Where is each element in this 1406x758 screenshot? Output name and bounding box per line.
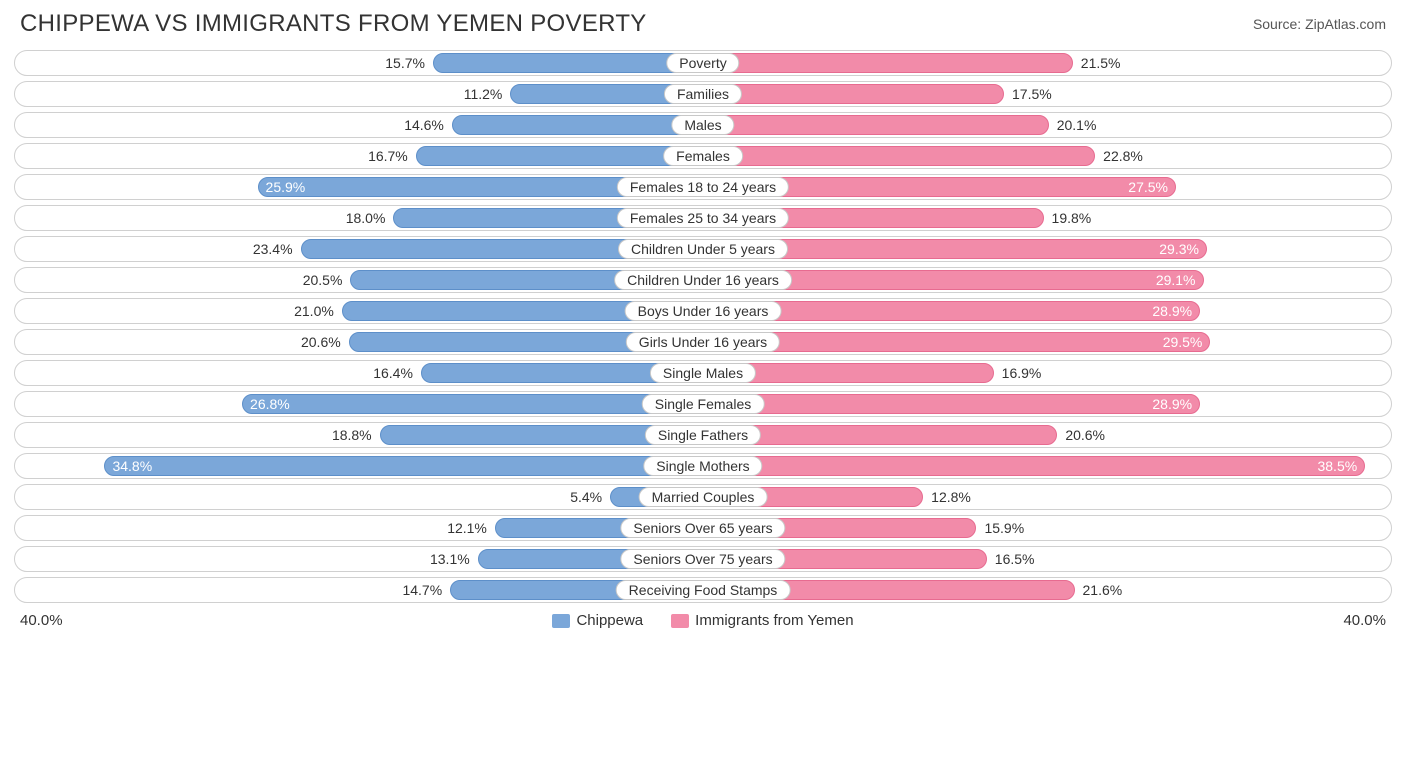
value-right: 16.5% (995, 547, 1035, 571)
value-left: 21.0% (294, 299, 334, 323)
value-right: 17.5% (1012, 82, 1052, 106)
chart-row: 21.0% 28.9% Boys Under 16 years (14, 298, 1392, 324)
bar-left (433, 53, 703, 73)
chart-row: 26.8% 28.9% Single Females (14, 391, 1392, 417)
chart-row: 13.1% 16.5% Seniors Over 75 years (14, 546, 1392, 572)
category-label: Poverty (666, 53, 739, 73)
category-label: Females (663, 146, 743, 166)
category-label: Seniors Over 65 years (620, 518, 785, 538)
value-left: 14.6% (404, 113, 444, 137)
axis-max-right: 40.0% (1343, 612, 1386, 629)
value-right: 29.1% (1156, 268, 1196, 292)
category-label: Children Under 5 years (618, 239, 788, 259)
value-right: 29.3% (1159, 237, 1199, 261)
value-left: 20.6% (301, 330, 341, 354)
category-label: Single Males (650, 363, 756, 383)
bar-right (703, 394, 1200, 414)
value-left: 16.7% (368, 144, 408, 168)
value-left: 18.8% (332, 423, 372, 447)
chart-row: 5.4% 12.8% Married Couples (14, 484, 1392, 510)
legend-item-left: Chippewa (552, 612, 643, 629)
chart-row: 16.4% 16.9% Single Males (14, 360, 1392, 386)
value-right: 27.5% (1128, 175, 1168, 199)
chart-row: 15.7% 21.5% Poverty (14, 50, 1392, 76)
category-label: Girls Under 16 years (626, 332, 780, 352)
value-left: 23.4% (253, 237, 293, 261)
category-label: Boys Under 16 years (625, 301, 782, 321)
value-left: 25.9% (266, 175, 306, 199)
bar-left (242, 394, 703, 414)
chart-row: 20.6% 29.5% Girls Under 16 years (14, 329, 1392, 355)
value-right: 20.6% (1065, 423, 1105, 447)
category-label: Seniors Over 75 years (620, 549, 785, 569)
category-label: Receiving Food Stamps (616, 580, 791, 600)
chart-row: 14.7% 21.6% Receiving Food Stamps (14, 577, 1392, 603)
value-right: 21.5% (1081, 51, 1121, 75)
bar-left (416, 146, 703, 166)
value-left: 20.5% (303, 268, 343, 292)
value-right: 38.5% (1317, 454, 1357, 478)
value-left: 16.4% (373, 361, 413, 385)
bar-right (703, 146, 1095, 166)
value-right: 16.9% (1002, 361, 1042, 385)
value-left: 26.8% (250, 392, 290, 416)
value-left: 5.4% (570, 485, 602, 509)
legend-label-right: Immigrants from Yemen (695, 612, 853, 629)
value-left: 34.8% (112, 454, 152, 478)
legend: Chippewa Immigrants from Yemen (552, 612, 853, 629)
value-left: 12.1% (447, 516, 487, 540)
value-left: 11.2% (464, 82, 503, 106)
chart-row: 14.6% 20.1% Males (14, 112, 1392, 138)
bar-right (703, 456, 1365, 476)
value-right: 21.6% (1083, 578, 1123, 602)
value-right: 28.9% (1152, 392, 1192, 416)
category-label: Males (671, 115, 734, 135)
bar-left (452, 115, 703, 135)
axis-max-left: 40.0% (20, 612, 63, 629)
chart-row: 18.8% 20.6% Single Fathers (14, 422, 1392, 448)
chart-row: 16.7% 22.8% Females (14, 143, 1392, 169)
category-label: Single Mothers (643, 456, 762, 476)
chart-row: 20.5% 29.1% Children Under 16 years (14, 267, 1392, 293)
category-label: Families (664, 84, 742, 104)
chart-row: 12.1% 15.9% Seniors Over 65 years (14, 515, 1392, 541)
value-right: 29.5% (1163, 330, 1203, 354)
value-left: 13.1% (430, 547, 470, 571)
legend-item-right: Immigrants from Yemen (671, 612, 853, 629)
value-right: 20.1% (1057, 113, 1097, 137)
value-right: 19.8% (1052, 206, 1092, 230)
value-right: 22.8% (1103, 144, 1143, 168)
bar-right (703, 53, 1073, 73)
value-left: 14.7% (402, 578, 442, 602)
diverging-bar-chart: 15.7% 21.5% Poverty 11.2% 17.5% Families 14.6%… (14, 50, 1392, 603)
category-label: Single Females (642, 394, 765, 414)
chart-row: 18.0% 19.8% Females 25 to 34 years (14, 205, 1392, 231)
chart-row: 34.8% 38.5% Single Mothers (14, 453, 1392, 479)
category-label: Females 25 to 34 years (617, 208, 789, 228)
category-label: Females 18 to 24 years (617, 177, 789, 197)
category-label: Married Couples (639, 487, 768, 507)
legend-swatch-right (671, 614, 689, 628)
value-right: 15.9% (984, 516, 1024, 540)
category-label: Children Under 16 years (614, 270, 792, 290)
legend-swatch-left (552, 614, 570, 628)
category-label: Single Fathers (645, 425, 761, 445)
source-label: Source: ZipAtlas.com (1253, 16, 1386, 32)
chart-row: 23.4% 29.3% Children Under 5 years (14, 236, 1392, 262)
bar-right (703, 115, 1049, 135)
chart-title: CHIPPEWA VS IMMIGRANTS FROM YEMEN POVERT… (20, 10, 647, 38)
value-right: 28.9% (1152, 299, 1192, 323)
value-left: 18.0% (346, 206, 386, 230)
value-left: 15.7% (385, 51, 425, 75)
bar-left (104, 456, 703, 476)
value-right: 12.8% (931, 485, 971, 509)
chart-row: 25.9% 27.5% Females 18 to 24 years (14, 174, 1392, 200)
chart-row: 11.2% 17.5% Families (14, 81, 1392, 107)
bar-right (703, 84, 1004, 104)
legend-label-left: Chippewa (576, 612, 643, 629)
